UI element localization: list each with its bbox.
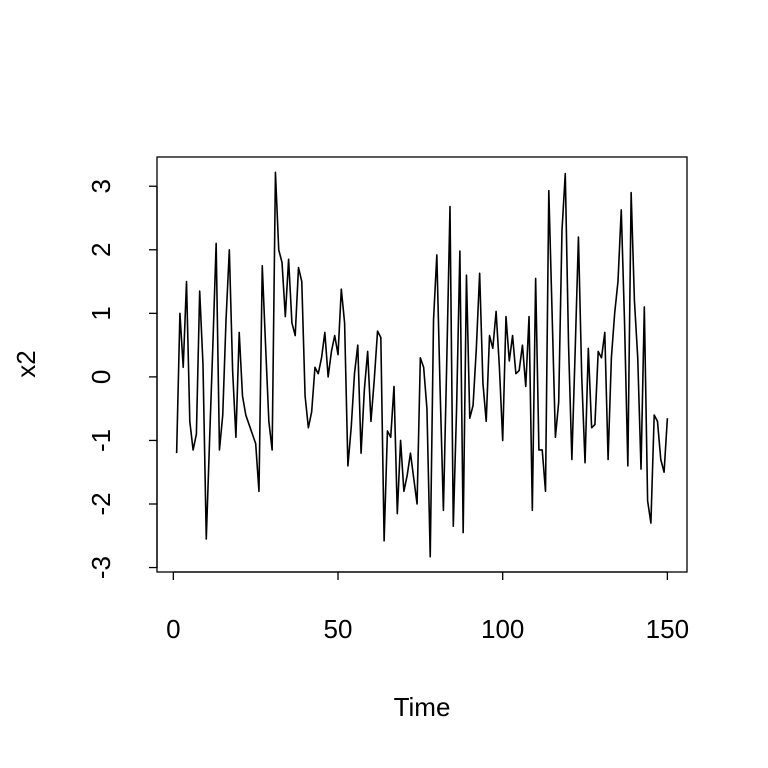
- series-line: [175, 171, 669, 558]
- x-tick-label: 0: [166, 614, 180, 644]
- y-tick-label: -2: [86, 492, 116, 515]
- x-tick-label: 100: [481, 614, 524, 644]
- x-tick-label: 50: [324, 614, 353, 644]
- y-tick-label: 3: [86, 179, 116, 193]
- y-tick-label: 1: [86, 306, 116, 320]
- x-tick-label: 150: [646, 614, 689, 644]
- y-tick-label: -3: [86, 556, 116, 579]
- y-tick-label: -1: [86, 429, 116, 452]
- y-tick-label: 2: [86, 243, 116, 257]
- y-tick-label: 0: [86, 370, 116, 384]
- y-axis-label: x2: [11, 350, 41, 377]
- x-axis-label: Time: [394, 692, 451, 722]
